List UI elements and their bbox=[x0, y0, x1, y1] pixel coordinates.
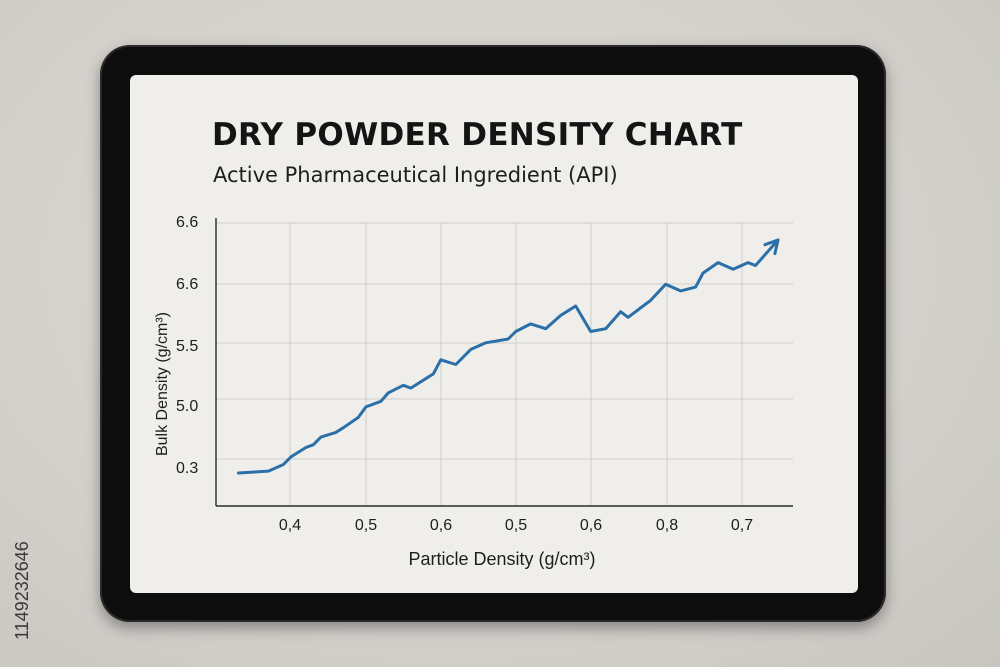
chart-subtitle: Active Pharmaceutical Ingredient (API) bbox=[213, 163, 618, 187]
y-tick-label: 6.6 bbox=[176, 276, 198, 293]
series-end-arrow bbox=[763, 238, 780, 256]
stock-id-watermark: 1149232646 bbox=[12, 420, 32, 640]
x-tick-label: 0,6 bbox=[430, 517, 452, 534]
x-tick-label: 0,5 bbox=[355, 517, 377, 534]
x-tick-label: 0,8 bbox=[656, 517, 678, 534]
y-tick-label: 5.0 bbox=[176, 398, 198, 415]
y-tick-label: 0.3 bbox=[176, 460, 198, 477]
tablet-frame: DRY POWDER DENSITY CHART Active Pharmace… bbox=[100, 45, 886, 622]
stock-id-text: 1149232646 bbox=[12, 541, 32, 640]
y-tick-label: 6.6 bbox=[176, 214, 198, 231]
series-line bbox=[237, 238, 780, 475]
x-tick-label: 0,5 bbox=[505, 517, 527, 534]
density-line-chart: 0.3 5.0 5.5 6.6 6.6 0,4 0,5 0,6 0,5 0,6 0,8 0,7 Part… bbox=[154, 214, 793, 569]
y-tick-label: 5.5 bbox=[176, 338, 198, 355]
x-tick-label: 0,7 bbox=[731, 517, 753, 534]
tablet-screen: DRY POWDER DENSITY CHART Active Pharmace… bbox=[130, 75, 858, 593]
y-axis-title: Bulk Density (g/cm³) bbox=[154, 312, 171, 456]
x-tick-label: 0,6 bbox=[580, 517, 602, 534]
x-tick-label: 0,4 bbox=[279, 517, 301, 534]
chart-title: DRY POWDER DENSITY CHART bbox=[212, 117, 743, 153]
x-axis-title: Particle Density (g/cm³) bbox=[408, 549, 595, 569]
